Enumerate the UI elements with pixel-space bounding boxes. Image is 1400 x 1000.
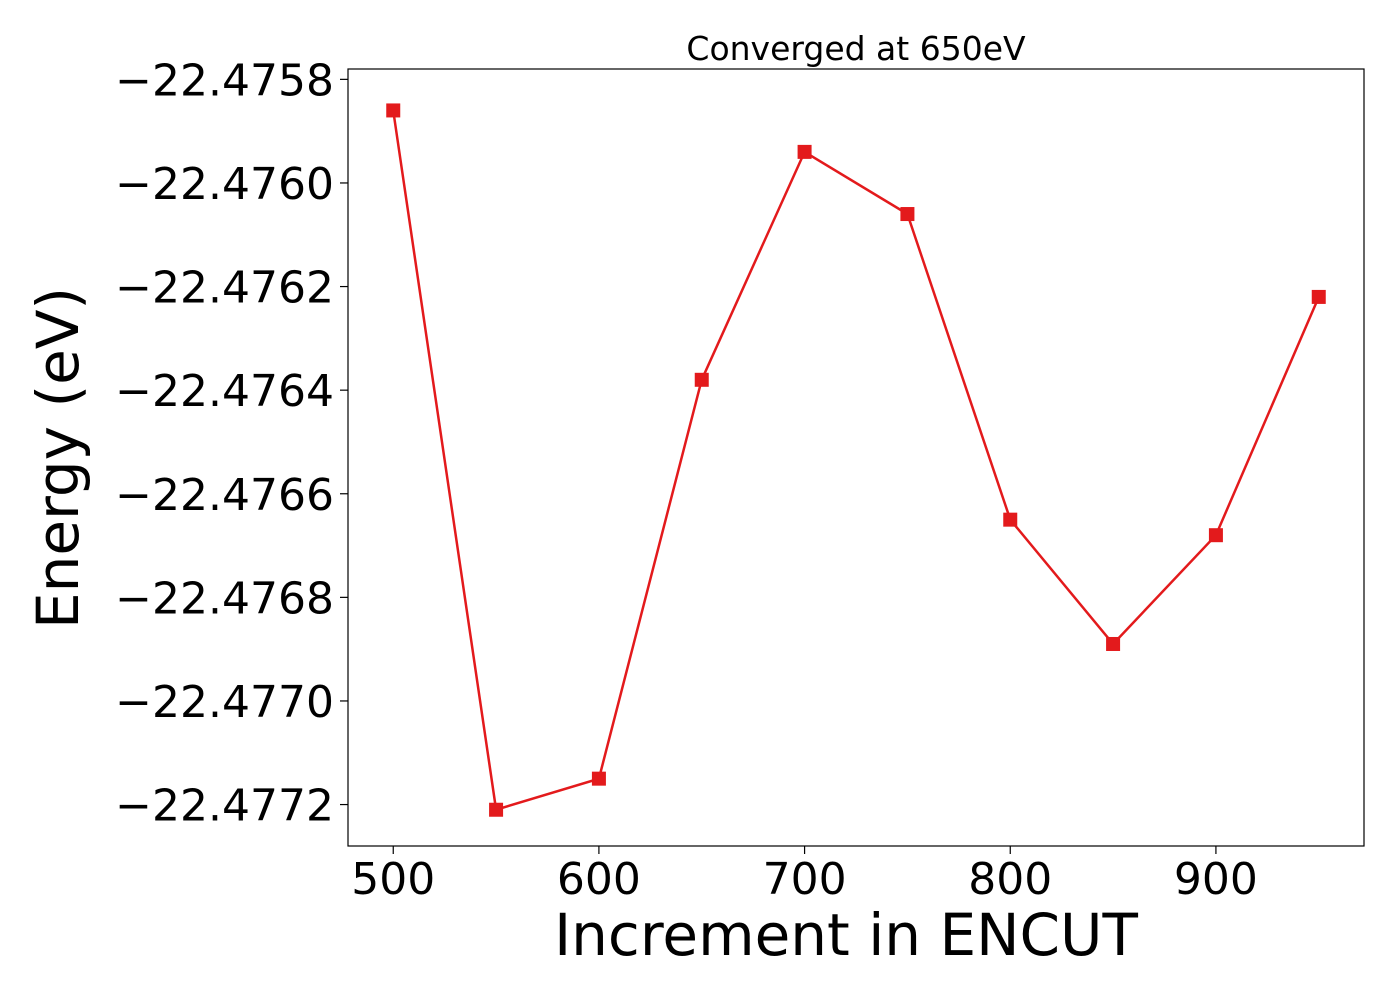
x-tick-label: 500 xyxy=(351,854,435,905)
series-markers xyxy=(386,103,1326,817)
x-axis-title: Increment in ENCUT xyxy=(554,901,1138,969)
y-tick-label: −22.4770 xyxy=(115,677,334,728)
series-line xyxy=(391,110,1320,812)
data-point-marker xyxy=(489,802,504,817)
x-tick-label: 800 xyxy=(968,854,1052,905)
y-tick-label: −22.4768 xyxy=(115,573,334,624)
y-tick-label: −22.4766 xyxy=(115,470,334,521)
data-point-marker xyxy=(591,771,606,786)
data-point-marker xyxy=(900,207,915,222)
data-point-marker xyxy=(694,372,709,387)
data-point-marker xyxy=(797,144,812,159)
y-tick-label: −22.4760 xyxy=(115,159,334,210)
x-axis-ticks: 500 600 700 800 900 xyxy=(351,846,1258,905)
x-tick-label: 700 xyxy=(763,854,847,905)
y-tick-label: −22.4764 xyxy=(115,366,334,417)
x-tick-label: 900 xyxy=(1174,854,1258,905)
y-axis-title: Energy (eV) xyxy=(24,287,92,629)
chart-title: Converged at 650eV xyxy=(686,29,1026,68)
data-point-marker xyxy=(1208,528,1223,543)
y-axis-ticks: −22.4758 −22.4760 −22.4762 −22.4764 −22.4766… xyxy=(115,55,348,832)
y-tick-label: −22.4762 xyxy=(115,263,334,314)
data-point-marker xyxy=(1311,289,1326,304)
y-tick-label: −22.4758 xyxy=(115,55,334,106)
data-point-marker xyxy=(1003,512,1018,527)
data-point-marker xyxy=(386,103,401,118)
plot-frame xyxy=(347,68,1365,847)
data-point-marker xyxy=(1106,636,1121,651)
y-tick-label: −22.4772 xyxy=(115,781,334,832)
x-tick-label: 600 xyxy=(557,854,641,905)
